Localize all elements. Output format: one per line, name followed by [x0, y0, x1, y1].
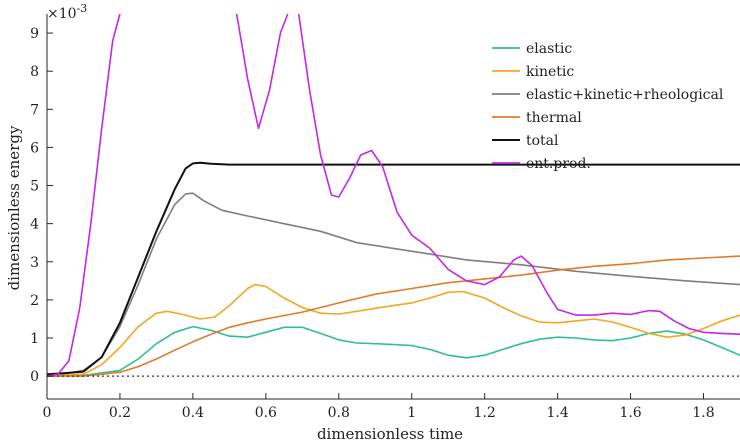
y-axis-title: dimensionless energy	[5, 125, 23, 290]
y-multiplier-exponent: -3	[77, 2, 88, 15]
legend: elastic kinetic elastic+kinetic+rheologica…	[492, 41, 724, 172]
y-multiplier-label: ×10-3	[47, 2, 87, 22]
legend-label: elastic	[526, 41, 572, 57]
x-tick-label: 0.8	[328, 405, 350, 421]
y-tick-label: 5	[30, 179, 39, 195]
legend-label: total	[526, 133, 559, 149]
y-tick-label: 4	[30, 217, 39, 233]
x-tick-label: 0.6	[255, 405, 277, 421]
x-tick-label: 0.4	[182, 405, 204, 421]
x-tick-label: 0	[43, 405, 52, 421]
legend-label: elastic+kinetic+rheological	[526, 87, 724, 103]
y-tick-label: 8	[30, 64, 39, 80]
series-line-thermal	[47, 255, 740, 377]
x-axis-title: dimensionless time	[317, 425, 463, 443]
y-tick-label: 0	[30, 369, 39, 385]
series-line-ent-prod	[47, 14, 740, 377]
y-tick-label: 3	[30, 255, 39, 271]
x-tick-label: 1.8	[692, 405, 714, 421]
series-line-kinetic	[47, 283, 740, 377]
series-lines	[47, 14, 740, 377]
series-line-elastic-kinetic-rheological	[47, 192, 740, 375]
y-tick-label: 9	[30, 26, 39, 42]
y-tick-label: 7	[30, 102, 39, 118]
legend-label: kinetic	[526, 64, 574, 80]
y-tick-label: 2	[30, 293, 39, 309]
series-line-elastic	[47, 325, 740, 377]
y-tick-label: 6	[30, 140, 39, 156]
axes	[46, 14, 740, 400]
x-tick-label: 1.6	[619, 405, 641, 421]
x-tick-label: 0.2	[109, 405, 131, 421]
y-tick-label: 1	[30, 331, 39, 347]
x-tick-label: 1.2	[474, 405, 496, 421]
x-tick-label: 1.4	[546, 405, 568, 421]
y-multiplier-base: ×10	[47, 6, 77, 22]
legend-label: thermal	[526, 110, 582, 126]
x-tick-label: 1	[407, 405, 416, 421]
legend-label: ent.prod.	[526, 156, 591, 172]
ticks: 0 0.2 0.4 0.6 0.8 1 1.2 1.4 1.6 1.8 0 1 2 3 4 5 6 7 8 9	[30, 26, 715, 421]
series-line-total	[47, 161, 740, 376]
